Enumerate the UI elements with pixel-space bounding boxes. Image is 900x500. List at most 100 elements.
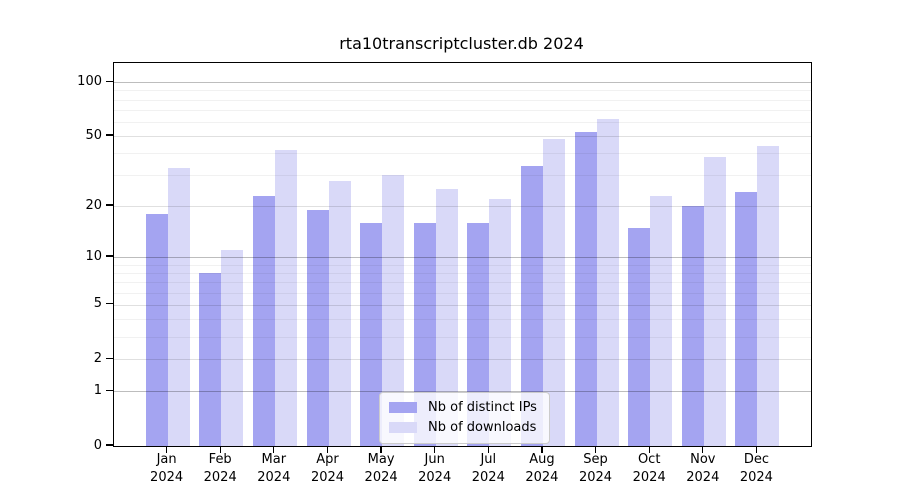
bar-downloads-jun [435, 189, 458, 446]
x-tick-year: 2024 [739, 469, 773, 485]
x-tick-year: 2024 [150, 469, 184, 485]
x-tick-year: 2024 [257, 469, 291, 485]
x-tick-month: Jan [156, 452, 177, 467]
gridline-minor [114, 282, 811, 284]
bar-downloads-aug [542, 139, 565, 446]
gridline-minor [114, 175, 811, 177]
x-tick-month: Apr [316, 452, 339, 467]
legend-swatch-downloads [389, 422, 417, 433]
bar-distinct-ips-may [360, 222, 383, 446]
x-tick-month: Aug [529, 452, 555, 467]
gridline-minor [114, 272, 811, 274]
bar-distinct-ips-jul [467, 222, 490, 446]
legend-label-distinct-ips: Nb of distinct IPs [428, 400, 537, 415]
x-tick-year: 2024 [471, 469, 505, 485]
x-tick-label: Jan 2024 [137, 451, 197, 486]
y-tick-label: 2 [93, 350, 102, 366]
bar-downloads-nov [703, 157, 726, 446]
gridline [114, 206, 811, 207]
gridline [114, 136, 811, 138]
x-tick-mark [755, 446, 758, 453]
x-tick-year: 2024 [418, 469, 452, 485]
legend: Nb of distinct IPs Nb of downloads [379, 392, 550, 444]
gridline [114, 359, 811, 361]
legend-row-downloads: Nb of downloads [389, 418, 537, 437]
y-tick-mark [106, 204, 113, 206]
x-tick-mark [541, 446, 543, 453]
gridline-minor [114, 110, 811, 111]
y-tick-label: 0 [93, 437, 102, 453]
x-tick-month: Jun [424, 452, 445, 467]
x-tick-month: Feb [208, 452, 232, 467]
x-tick-label: Oct 2024 [619, 451, 679, 486]
x-tick-month: Mar [261, 452, 287, 467]
x-tick-mark [165, 446, 168, 453]
x-tick-label: Feb 2024 [190, 451, 250, 486]
x-tick-mark [594, 446, 597, 453]
gridline [114, 391, 811, 393]
y-tick-label: 1 [93, 382, 102, 398]
bar-downloads-jan [167, 168, 190, 446]
x-tick-label: Dec 2024 [726, 451, 786, 486]
x-tick-year: 2024 [632, 469, 666, 485]
gridline-minor [114, 336, 811, 338]
chart-title: rta10transcriptcluster.db 2024 [339, 34, 584, 53]
x-tick-month: Jul [480, 452, 497, 467]
gridline-minor [114, 319, 811, 321]
x-tick-mark [487, 446, 489, 453]
x-tick-label: May 2024 [351, 451, 411, 486]
x-tick-year: 2024 [203, 469, 237, 485]
x-tick-year: 2024 [525, 469, 559, 485]
y-tick-label: 5 [93, 296, 102, 312]
x-tick-label: Jul 2024 [458, 451, 518, 486]
x-tick-mark [648, 446, 650, 453]
bar-distinct-ips-aug [520, 165, 543, 446]
x-tick-mark [219, 446, 221, 453]
x-tick-label: Sep 2024 [566, 451, 626, 486]
x-tick-year: 2024 [364, 469, 398, 485]
x-tick-label: Aug 2024 [512, 451, 572, 486]
gridline-minor [114, 99, 811, 101]
y-tick-mark [106, 389, 113, 392]
gridline [114, 304, 811, 306]
bar-distinct-ips-sep [574, 131, 597, 446]
bar-downloads-oct [650, 195, 673, 446]
bar-downloads-may [382, 175, 405, 446]
x-tick-month: Dec [743, 452, 769, 467]
y-tick-label: 50 [85, 127, 102, 143]
bar-distinct-ips-dec [735, 192, 758, 446]
y-tick-label: 20 [85, 197, 102, 213]
x-tick-mark [434, 446, 436, 453]
x-tick-label: Nov 2024 [673, 451, 733, 486]
gridline-minor [114, 153, 811, 155]
y-tick-mark [106, 444, 113, 446]
gridline-minor [114, 264, 811, 266]
x-tick-mark [380, 446, 382, 453]
x-tick-year: 2024 [578, 469, 613, 485]
legend-row-distinct-ips: Nb of distinct IPs [389, 398, 537, 417]
y-tick-label: 100 [77, 73, 102, 89]
x-tick-mark [326, 446, 329, 453]
x-tick-month: Oct [637, 452, 661, 467]
x-tick-year: 2024 [310, 469, 345, 485]
x-tick-year: 2024 [686, 469, 720, 485]
bar-distinct-ips-feb [199, 272, 222, 446]
y-tick-label: 10 [85, 248, 102, 264]
x-tick-mark [273, 446, 275, 453]
x-tick-label: Jun 2024 [405, 451, 465, 486]
bar-distinct-ips-oct [628, 227, 651, 446]
bar-distinct-ips-nov [681, 206, 704, 446]
legend-label-downloads: Nb of downloads [428, 420, 537, 435]
bar-downloads-dec [757, 145, 780, 446]
x-tick-month: Nov [690, 452, 716, 467]
x-tick-month: Sep [583, 452, 608, 467]
gridline [114, 82, 811, 84]
y-tick-mark [106, 303, 113, 305]
x-tick-month: May [367, 452, 395, 467]
y-tick-mark [106, 134, 113, 136]
y-tick-mark [106, 357, 113, 360]
gridline-minor [114, 122, 811, 123]
bar-downloads-sep [596, 119, 619, 446]
bar-distinct-ips-jun [413, 222, 436, 446]
